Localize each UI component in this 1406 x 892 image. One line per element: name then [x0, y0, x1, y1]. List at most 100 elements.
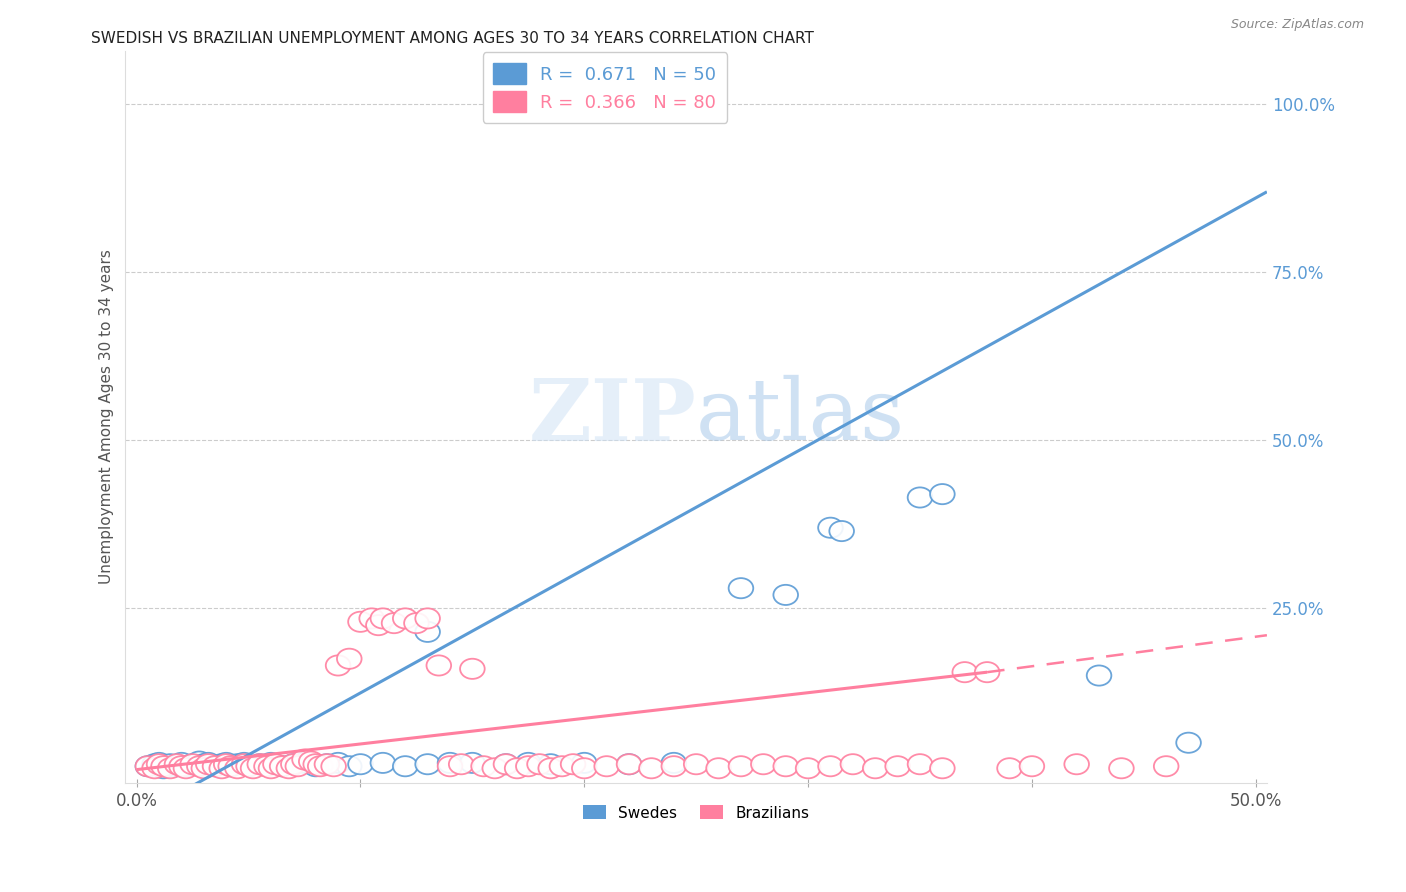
Ellipse shape — [997, 758, 1022, 779]
Ellipse shape — [1177, 732, 1201, 753]
Ellipse shape — [225, 754, 250, 774]
Text: Source: ZipAtlas.com: Source: ZipAtlas.com — [1230, 18, 1364, 31]
Ellipse shape — [661, 753, 686, 773]
Ellipse shape — [516, 756, 541, 776]
Ellipse shape — [277, 758, 301, 779]
Ellipse shape — [415, 754, 440, 774]
Ellipse shape — [236, 756, 262, 776]
Ellipse shape — [1154, 756, 1178, 776]
Ellipse shape — [728, 756, 754, 776]
Ellipse shape — [209, 758, 233, 779]
Ellipse shape — [292, 749, 316, 770]
Ellipse shape — [640, 758, 664, 779]
Ellipse shape — [516, 753, 541, 773]
Ellipse shape — [337, 756, 361, 776]
Ellipse shape — [169, 753, 194, 773]
Ellipse shape — [259, 753, 283, 773]
Ellipse shape — [617, 754, 641, 774]
Ellipse shape — [538, 754, 562, 774]
Ellipse shape — [929, 484, 955, 504]
Ellipse shape — [281, 754, 305, 774]
Ellipse shape — [561, 754, 585, 774]
Ellipse shape — [135, 756, 160, 776]
Ellipse shape — [349, 612, 373, 632]
Ellipse shape — [830, 521, 853, 541]
Ellipse shape — [538, 758, 562, 779]
Y-axis label: Unemployment Among Ages 30 to 34 years: Unemployment Among Ages 30 to 34 years — [100, 250, 114, 584]
Ellipse shape — [146, 754, 172, 774]
Ellipse shape — [360, 608, 384, 629]
Text: ZIP: ZIP — [529, 375, 696, 458]
Ellipse shape — [572, 758, 596, 779]
Ellipse shape — [304, 756, 328, 776]
Ellipse shape — [908, 487, 932, 508]
Ellipse shape — [270, 756, 294, 776]
Ellipse shape — [157, 758, 183, 779]
Ellipse shape — [505, 758, 530, 779]
Ellipse shape — [415, 622, 440, 642]
Ellipse shape — [326, 656, 350, 675]
Ellipse shape — [270, 756, 294, 776]
Ellipse shape — [236, 756, 262, 776]
Ellipse shape — [1064, 754, 1090, 774]
Ellipse shape — [494, 754, 519, 774]
Ellipse shape — [371, 608, 395, 629]
Ellipse shape — [322, 756, 346, 776]
Ellipse shape — [218, 756, 243, 776]
Ellipse shape — [180, 754, 205, 774]
Ellipse shape — [751, 754, 776, 774]
Ellipse shape — [157, 754, 183, 774]
Ellipse shape — [1019, 756, 1045, 776]
Text: atlas: atlas — [696, 376, 905, 458]
Ellipse shape — [683, 754, 709, 774]
Ellipse shape — [315, 754, 339, 774]
Ellipse shape — [285, 756, 311, 776]
Ellipse shape — [209, 754, 233, 774]
Ellipse shape — [315, 754, 339, 774]
Ellipse shape — [426, 656, 451, 675]
Ellipse shape — [392, 608, 418, 629]
Ellipse shape — [247, 754, 273, 774]
Ellipse shape — [191, 758, 217, 779]
Ellipse shape — [173, 756, 198, 776]
Ellipse shape — [214, 753, 239, 773]
Ellipse shape — [152, 758, 176, 779]
Ellipse shape — [142, 758, 167, 779]
Ellipse shape — [191, 754, 217, 774]
Ellipse shape — [460, 753, 485, 773]
Ellipse shape — [952, 662, 977, 682]
Ellipse shape — [382, 613, 406, 633]
Ellipse shape — [326, 753, 350, 773]
Ellipse shape — [572, 753, 596, 773]
Ellipse shape — [371, 753, 395, 773]
Ellipse shape — [173, 758, 198, 779]
Ellipse shape — [142, 754, 167, 774]
Ellipse shape — [146, 753, 172, 773]
Ellipse shape — [818, 517, 842, 538]
Ellipse shape — [263, 754, 288, 774]
Ellipse shape — [494, 754, 519, 774]
Ellipse shape — [304, 754, 328, 774]
Ellipse shape — [728, 578, 754, 599]
Ellipse shape — [349, 754, 373, 774]
Ellipse shape — [392, 756, 418, 776]
Ellipse shape — [292, 753, 316, 773]
Ellipse shape — [240, 758, 266, 779]
Ellipse shape — [818, 756, 842, 776]
Ellipse shape — [482, 758, 508, 779]
Text: SWEDISH VS BRAZILIAN UNEMPLOYMENT AMONG AGES 30 TO 34 YEARS CORRELATION CHART: SWEDISH VS BRAZILIAN UNEMPLOYMENT AMONG … — [91, 31, 814, 46]
Ellipse shape — [202, 756, 228, 776]
Ellipse shape — [773, 585, 799, 605]
Ellipse shape — [706, 758, 731, 779]
Ellipse shape — [471, 756, 496, 776]
Ellipse shape — [595, 756, 619, 776]
Ellipse shape — [232, 753, 256, 773]
Legend: Swedes, Brazilians: Swedes, Brazilians — [576, 799, 815, 827]
Ellipse shape — [415, 608, 440, 629]
Ellipse shape — [841, 754, 865, 774]
Ellipse shape — [796, 758, 820, 779]
Ellipse shape — [195, 754, 221, 774]
Ellipse shape — [366, 615, 391, 635]
Ellipse shape — [437, 753, 463, 773]
Ellipse shape — [437, 756, 463, 776]
